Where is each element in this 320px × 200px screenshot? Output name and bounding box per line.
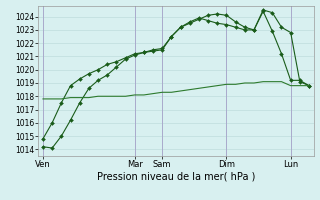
X-axis label: Pression niveau de la mer( hPa ): Pression niveau de la mer( hPa ) [97,172,255,182]
